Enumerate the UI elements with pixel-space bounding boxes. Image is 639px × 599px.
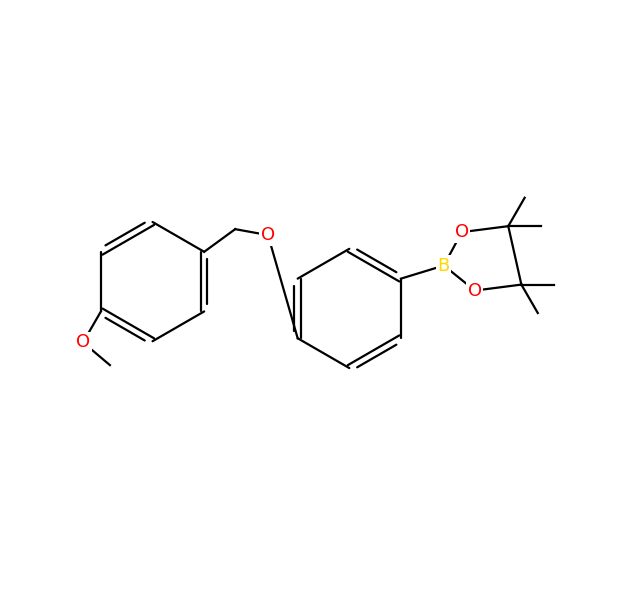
Text: O: O bbox=[261, 226, 275, 244]
Text: O: O bbox=[468, 282, 482, 300]
Text: B: B bbox=[438, 256, 450, 274]
Text: O: O bbox=[76, 334, 90, 352]
Text: O: O bbox=[455, 223, 469, 241]
